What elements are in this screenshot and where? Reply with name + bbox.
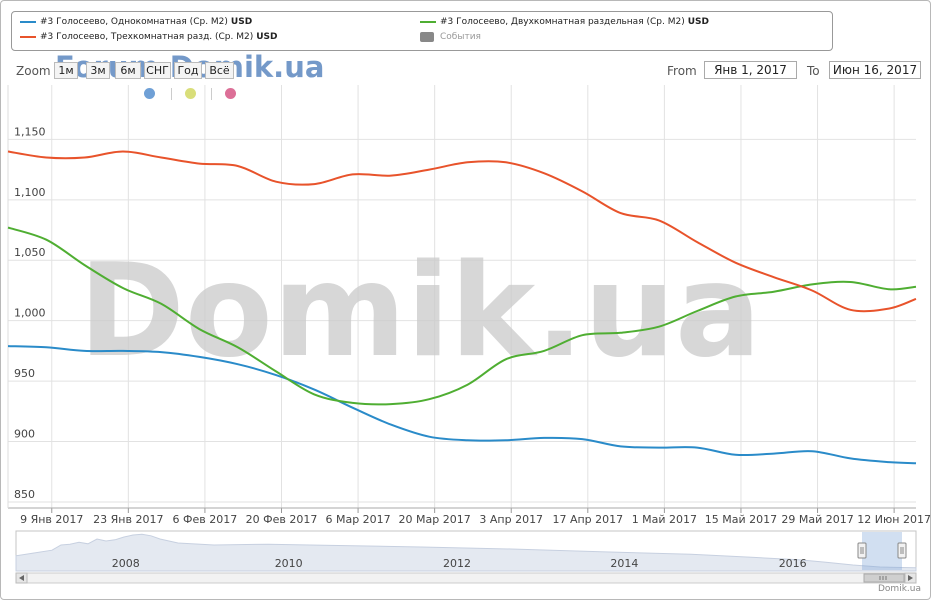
navigator-left-handle[interactable] — [857, 542, 867, 559]
scroll-right-arrow-icon — [908, 575, 913, 581]
to-label: To — [807, 64, 820, 78]
y-tick-label: 950 — [14, 367, 35, 380]
legend-line-icon — [20, 36, 36, 38]
zoom-3m-button[interactable]: 3м — [86, 62, 110, 79]
y-tick-label: 1,100 — [14, 186, 46, 199]
y-tick-label: 1,050 — [14, 246, 46, 259]
zoom-all-button[interactable]: Всё — [205, 62, 234, 79]
watermark-domik: Domik.ua — [79, 237, 762, 386]
y-tick-label: 1,000 — [14, 307, 46, 320]
navigator-year-label: 2012 — [443, 557, 471, 570]
y-tick-label: 1,150 — [14, 125, 46, 138]
series-line-one-room[interactable] — [7, 345, 917, 465]
x-tick-label: 29 Май 2017 — [781, 513, 853, 526]
from-date-input[interactable]: Янв 1, 2017 — [704, 61, 797, 79]
zoom-1y-button[interactable]: Год — [174, 62, 202, 79]
x-tick-label: 17 Апр 2017 — [552, 513, 623, 526]
legend-box-icon — [420, 32, 434, 42]
event-dot-yellow[interactable] — [185, 88, 196, 99]
x-tick-label: 6 Мар 2017 — [325, 513, 390, 526]
navigator-right-handle[interactable] — [897, 542, 907, 559]
legend-label: #3 Голосеево, Двухкомнатная раздельная (… — [440, 17, 685, 27]
legend-label: #3 Голосеево, Трехкомнатная разд. (Ср. М… — [40, 32, 254, 42]
x-tick-label: 20 Мар 2017 — [399, 513, 471, 526]
y-tick-label: 850 — [14, 488, 35, 501]
footer-credit: Domik.ua — [878, 584, 921, 594]
zoom-6m-button[interactable]: 6м — [115, 62, 141, 79]
x-tick-label: 15 Май 2017 — [705, 513, 777, 526]
y-tick-label: 900 — [14, 428, 35, 441]
legend-unit: USD — [687, 17, 709, 27]
legend: #3 Голосеево, Однокомнатная (Ср. М2) USD… — [11, 11, 833, 51]
navigator-series-area — [15, 533, 917, 572]
x-tick-label: 23 Янв 2017 — [93, 513, 163, 526]
series-line-two-room[interactable] — [7, 226, 917, 406]
legend-item-events[interactable]: События — [420, 32, 481, 42]
zoom-1m-button[interactable]: 1м — [54, 62, 78, 79]
series-line-three-room[interactable] — [7, 150, 917, 313]
scroll-left-arrow-icon — [19, 575, 24, 581]
legend-item-two-room[interactable]: #3 Голосеево, Двухкомнатная раздельная (… — [420, 17, 709, 27]
scrollbar-track[interactable] — [15, 572, 917, 584]
zoom-label: Zoom — [16, 64, 51, 78]
event-dot-blue[interactable] — [144, 88, 155, 99]
legend-label: События — [440, 32, 481, 42]
x-tick-label: 3 Апр 2017 — [479, 513, 543, 526]
legend-unit: USD — [256, 32, 278, 42]
legend-line-icon — [20, 21, 36, 23]
x-tick-label: 1 Май 2017 — [632, 513, 697, 526]
x-tick-label: 12 Июн 2017 — [857, 513, 931, 526]
navigator-year-label: 2016 — [779, 557, 807, 570]
x-tick-label: 20 Фев 2017 — [246, 513, 318, 526]
legend-item-one-room[interactable]: #3 Голосеево, Однокомнатная (Ср. М2) USD — [20, 17, 252, 27]
legend-unit: USD — [230, 17, 253, 27]
zoom-ytd-button[interactable]: СНГ — [144, 62, 171, 79]
event-dot-pink[interactable] — [225, 88, 236, 99]
navigator-year-label: 2008 — [112, 557, 140, 570]
event-separator — [171, 88, 172, 100]
legend-label: #3 Голосеево, Однокомнатная (Ср. М2) — [40, 17, 228, 27]
event-separator — [211, 88, 212, 100]
to-date-input[interactable]: Июн 16, 2017 — [829, 61, 921, 79]
from-label: From — [667, 64, 697, 78]
legend-item-three-room[interactable]: #3 Голосеево, Трехкомнатная разд. (Ср. М… — [20, 32, 278, 42]
x-tick-label: 6 Фев 2017 — [173, 513, 238, 526]
scrollbar-thumb[interactable] — [863, 573, 905, 583]
navigator-year-label: 2010 — [275, 557, 303, 570]
navigator-selected-range[interactable] — [862, 532, 902, 570]
navigator-year-label: 2014 — [610, 557, 638, 570]
x-tick-label: 9 Янв 2017 — [20, 513, 83, 526]
legend-line-icon — [420, 21, 436, 23]
